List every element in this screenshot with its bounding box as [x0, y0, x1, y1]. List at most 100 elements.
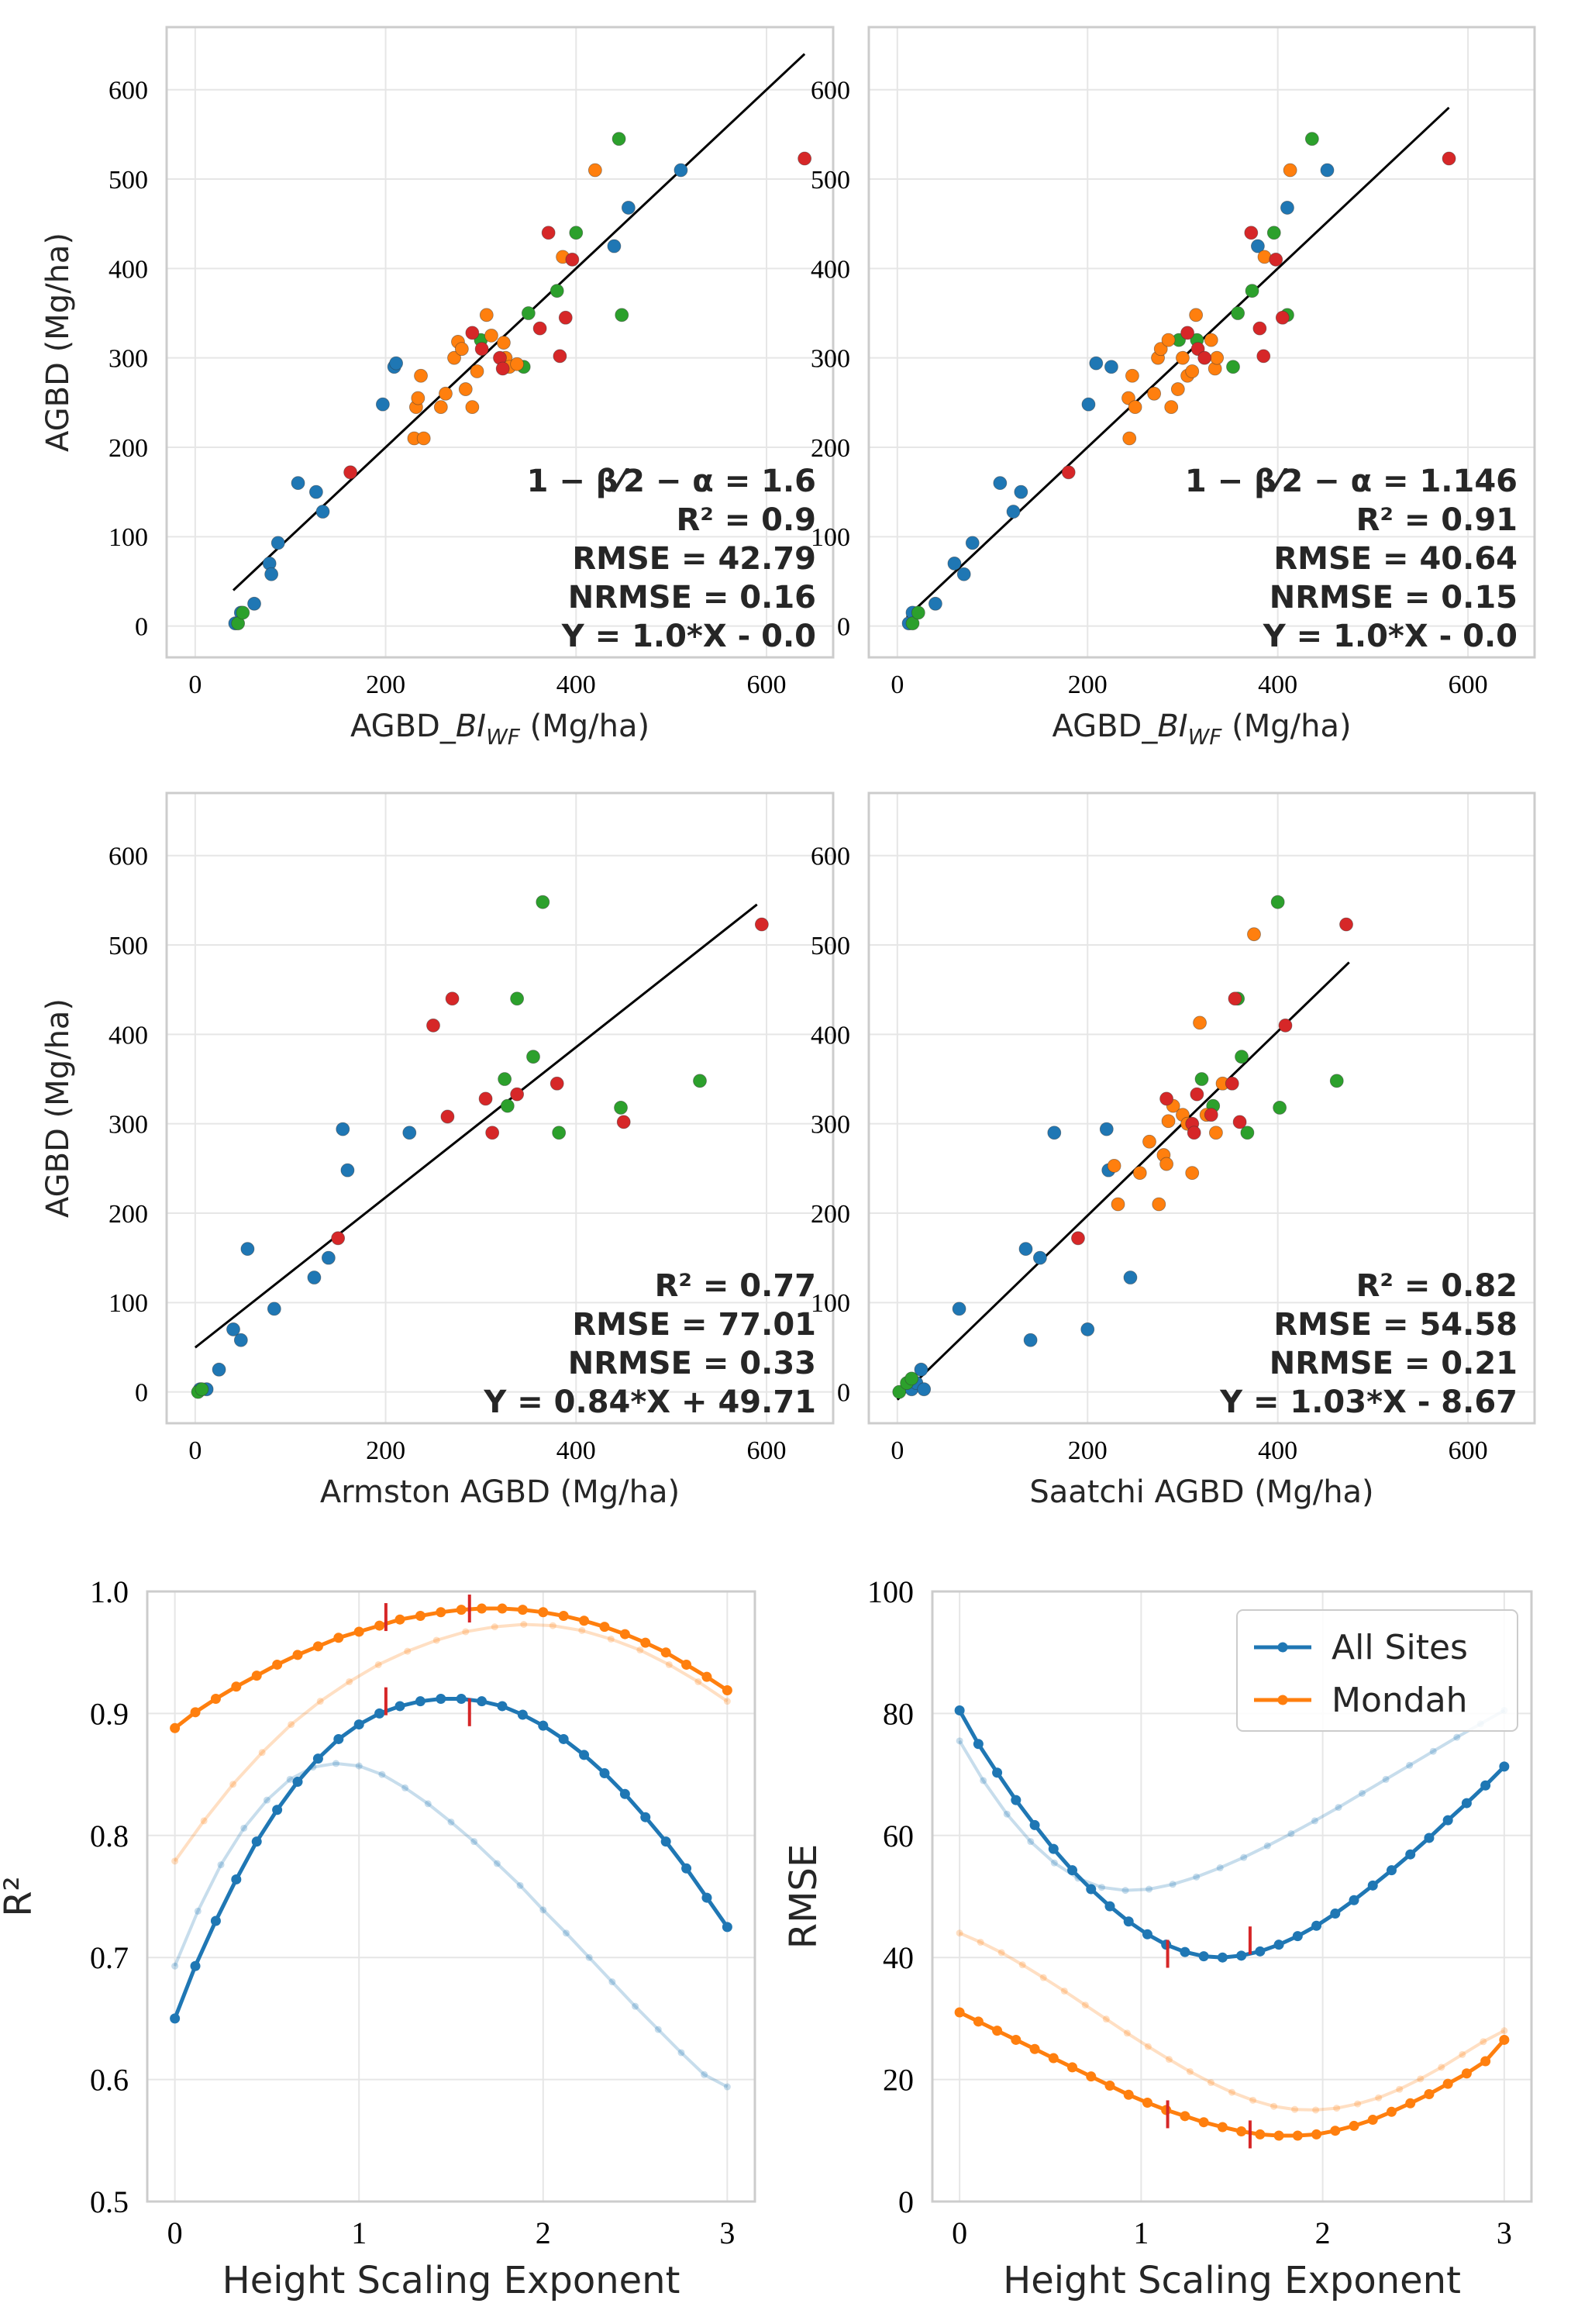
series-point-blue	[1027, 1838, 1035, 1846]
series-point-orange	[1207, 2079, 1214, 2087]
data-point-blue	[321, 1250, 336, 1265]
series-point-orange	[599, 1622, 610, 1633]
stat-line: Y = 0.84*X + 49.71	[483, 1384, 816, 1420]
data-point-orange	[1128, 400, 1142, 415]
y-tick-label: 500	[811, 932, 850, 960]
series-point-orange	[1438, 2064, 1445, 2071]
series-point-orange	[579, 1615, 590, 1626]
data-point-red	[495, 361, 510, 376]
y-tick-label: 200	[811, 434, 850, 463]
data-point-green	[521, 306, 536, 320]
data-point-blue	[1280, 201, 1294, 215]
data-point-orange	[433, 400, 448, 415]
series-point-blue	[415, 1696, 425, 1707]
data-point-red	[426, 1018, 440, 1033]
y-tick-label: 600	[811, 77, 850, 105]
series-point-orange	[432, 1636, 440, 1644]
data-point-blue	[1251, 239, 1265, 253]
series-point-blue	[1442, 1815, 1453, 1826]
y-tick-label: 300	[811, 1111, 850, 1140]
series-point-blue	[516, 1881, 524, 1889]
series-point-orange	[1480, 2056, 1491, 2067]
series-point-blue	[353, 1719, 364, 1730]
series-point-blue	[374, 1708, 385, 1719]
series-point-blue	[538, 1720, 549, 1731]
data-point-green	[195, 1382, 209, 1397]
data-point-green	[569, 226, 584, 240]
scatter-panel-3: 0 200 400 600 0 100 200 300 400 500 600 Armston AGB…	[40, 791, 835, 1510]
series-point-blue	[263, 1796, 270, 1804]
data-point-blue	[965, 536, 980, 550]
series-point-orange	[1081, 2002, 1089, 2009]
series-point-orange	[992, 2026, 1003, 2036]
data-point-red	[1190, 1087, 1204, 1102]
x-tick-label: 0	[891, 671, 904, 699]
data-point-blue	[621, 201, 636, 215]
series-point-orange	[1405, 2098, 1416, 2108]
data-point-blue	[226, 1322, 240, 1336]
x-tick-label: 200	[366, 1436, 405, 1465]
series-point-orange	[190, 1707, 201, 1718]
data-point-blue	[914, 1362, 928, 1377]
series-point-blue	[1461, 1798, 1472, 1809]
data-point-green	[1266, 226, 1281, 240]
data-point-red	[550, 1076, 564, 1091]
series-point-blue	[1216, 1864, 1224, 1872]
series-point-blue	[240, 1824, 248, 1832]
data-point-orange	[1161, 333, 1176, 347]
series-point-orange	[1086, 2071, 1097, 2082]
series-point-orange	[1354, 2100, 1362, 2108]
series-point-blue	[980, 1777, 987, 1784]
series-point-orange	[1386, 2106, 1397, 2117]
data-point-orange	[1159, 1157, 1173, 1171]
series-point-orange	[456, 1605, 467, 1615]
series-point-orange	[404, 1647, 412, 1655]
data-point-green	[510, 991, 525, 1006]
series-line-blue	[173, 1761, 729, 2088]
data-point-red	[558, 310, 573, 325]
data-point-blue	[1104, 360, 1118, 374]
data-point-green	[911, 605, 925, 620]
x-axis-label: Armston AGBD (Mg/ha)	[320, 1474, 680, 1510]
data-point-green	[498, 1072, 512, 1086]
series-point-blue	[1255, 1946, 1266, 1957]
data-point-blue	[270, 536, 285, 550]
series-point-orange	[491, 1623, 498, 1631]
series-point-orange	[1144, 2043, 1152, 2050]
data-point-blue	[340, 1163, 355, 1178]
series-point-orange	[558, 1610, 569, 1621]
data-point-blue	[307, 1271, 322, 1284]
series-point-orange	[497, 1603, 508, 1614]
series-point-blue	[1067, 1865, 1078, 1876]
series-point-orange	[288, 1721, 295, 1729]
data-point-blue	[928, 596, 942, 611]
data-point-orange	[1122, 431, 1137, 446]
data-point-orange	[1193, 1015, 1207, 1030]
data-point-orange	[479, 308, 494, 322]
series-point-blue	[1273, 1940, 1284, 1950]
data-point-blue	[1032, 1250, 1047, 1265]
series-point-blue	[1180, 1946, 1190, 1957]
data-point-red	[1071, 1231, 1085, 1246]
series-point-blue	[681, 1863, 692, 1874]
x-axis-label: AGBD_BIWF (Mg/ha)	[1052, 709, 1351, 750]
x-axis-label-part: WF	[486, 724, 521, 750]
stat-line: RMSE = 40.64	[1273, 541, 1518, 577]
data-point-orange	[1185, 364, 1200, 378]
data-point-orange	[465, 400, 480, 415]
x-axis-label: Height Scaling Exponent	[1003, 2259, 1461, 2302]
stat-line: RMSE = 77.01	[572, 1307, 816, 1343]
series-point-blue	[701, 2071, 708, 2078]
series-point-orange	[1018, 1961, 1026, 1969]
series-point-orange	[1198, 2117, 1209, 2128]
data-point-green	[905, 616, 920, 631]
series-point-orange	[1123, 2029, 1131, 2037]
data-point-orange	[416, 431, 431, 446]
data-point-orange	[1204, 333, 1218, 347]
series-point-orange	[549, 1622, 556, 1629]
data-point-blue	[233, 1333, 248, 1347]
x-tick-label: 1	[1133, 2215, 1149, 2250]
data-point-blue	[1006, 505, 1021, 519]
y-tick-label: 1.0	[90, 1574, 129, 1609]
stat-line: 1 − β⁄2 − α = 1.6	[527, 464, 816, 499]
